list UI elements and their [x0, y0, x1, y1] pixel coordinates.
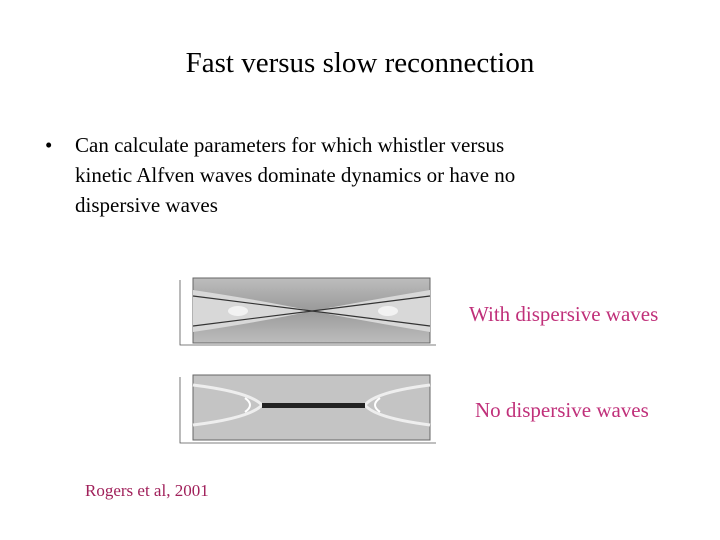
figure-label: No dispersive waves [475, 398, 649, 422]
bullet-line: dispersive waves [75, 193, 218, 217]
figure-label: With dispersive waves [469, 302, 659, 326]
bullet-line: Can calculate parameters for which whist… [75, 133, 505, 157]
plot-no-dispersive [179, 374, 436, 444]
citation: Rogers et al, 2001 [85, 481, 209, 500]
bullet-marker: • [45, 133, 53, 157]
plot-with-dispersive [179, 277, 436, 346]
slide-title: Fast versus slow reconnection [185, 47, 535, 79]
bullet-line: kinetic Alfven waves dominate dynamics o… [75, 163, 516, 187]
